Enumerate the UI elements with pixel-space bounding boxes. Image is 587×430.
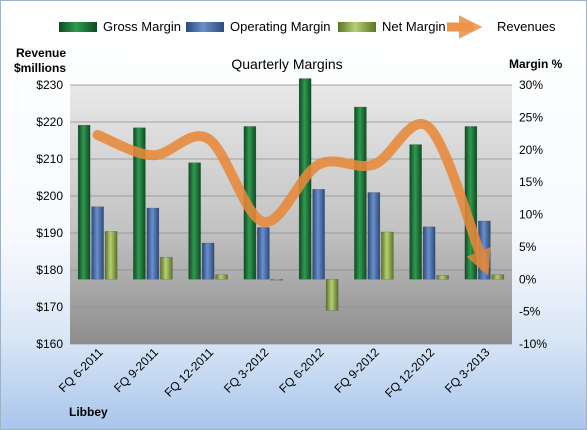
bar-net-margin — [381, 231, 394, 280]
x-tick-label: FQ 3-2012 — [221, 345, 272, 396]
right-tick-label: -5% — [519, 305, 541, 319]
bar-gross-margin — [409, 144, 422, 280]
bar-gross-margin — [354, 106, 367, 280]
left-axis-label-line1: Revenue — [16, 46, 66, 60]
legend-item-operating-margin: Operating Margin — [186, 19, 330, 34]
left-tick-label: $180 — [36, 263, 63, 277]
legend-label-net-margin: Net Margin — [382, 19, 446, 34]
bar-net-margin — [104, 231, 118, 280]
bar-gross-margin — [133, 127, 146, 280]
left-axis-ticks: $160 $170 $180 $190 $200 $210 $220 $230 — [36, 78, 63, 351]
bar-net-margin — [270, 279, 284, 281]
bar-net-margin — [160, 256, 173, 280]
right-tick-label: 15% — [519, 175, 543, 189]
right-tick-label: 10% — [519, 208, 543, 222]
bar-gross-margin — [188, 162, 201, 280]
legend-item-revenues: Revenues — [447, 15, 556, 39]
legend-label-operating-margin: Operating Margin — [230, 19, 330, 34]
left-axis-label-line2: $millions — [14, 61, 66, 75]
bar-net-margin — [436, 275, 449, 280]
bar-gross-margin — [77, 124, 91, 280]
x-tick-label: FQ 9-2011 — [111, 345, 161, 395]
legend-label-gross-margin: Gross Margin — [103, 19, 181, 34]
legend: Gross Margin Operating Margin Net Margin… — [59, 15, 556, 39]
revenue-line-layer — [92, 119, 491, 276]
right-tick-label: -10% — [519, 337, 547, 351]
bar-net-margin — [491, 274, 505, 280]
bar-operating-margin — [257, 227, 270, 280]
left-tick-label: $210 — [36, 152, 63, 166]
chart-title: Quarterly Margins — [231, 56, 342, 72]
right-axis-label: Margin % — [509, 57, 563, 71]
bar-operating-margin — [312, 188, 325, 280]
legend-swatch-gross-margin — [59, 22, 97, 32]
legend-item-gross-margin: Gross Margin — [59, 19, 181, 34]
left-tick-label: $230 — [36, 78, 63, 92]
legend-label-revenues: Revenues — [497, 19, 556, 34]
right-tick-label: 20% — [519, 143, 543, 157]
bar-operating-margin — [422, 226, 436, 280]
left-tick-label: $200 — [36, 189, 63, 203]
legend-swatch-operating-margin — [186, 22, 224, 32]
left-tick-label: $190 — [36, 226, 63, 240]
bar-net-margin — [325, 279, 339, 311]
x-tick-label: FQ 6-2012 — [276, 345, 327, 396]
bar-operating-margin — [201, 242, 215, 280]
x-tick-label: FQ 12-2012 — [382, 345, 437, 400]
left-tick-label: $160 — [36, 337, 63, 351]
x-axis-ticks: FQ 6-2011 FQ 9-2011 FQ 12-2011 FQ 3-2012 FQ … — [56, 345, 493, 400]
x-tick-label: FQ 9-2012 — [332, 345, 383, 396]
right-tick-label: 25% — [519, 110, 543, 124]
x-tick-label: FQ 3-2013 — [442, 345, 493, 396]
x-tick-label: FQ 6-2011 — [56, 345, 106, 395]
revenue-line — [92, 119, 491, 276]
right-tick-label: 5% — [519, 240, 537, 254]
bar-operating-margin — [146, 207, 160, 280]
company-label: Libbey — [69, 405, 108, 419]
bar-net-margin — [215, 274, 228, 280]
legend-item-net-margin: Net Margin — [338, 19, 446, 34]
right-tick-label: 0% — [519, 272, 537, 286]
left-tick-label: $170 — [36, 300, 63, 314]
right-tick-label: 30% — [519, 78, 543, 92]
bar-operating-margin — [91, 206, 104, 280]
bar-operating-margin — [367, 192, 381, 280]
left-tick-label: $220 — [36, 115, 63, 129]
x-tick-label: FQ 12-2011 — [162, 345, 217, 400]
legend-swatch-net-margin — [338, 22, 376, 32]
right-axis-ticks: -10% -5% 0% 5% 10% 15% 20% 25% 30% — [519, 78, 547, 351]
